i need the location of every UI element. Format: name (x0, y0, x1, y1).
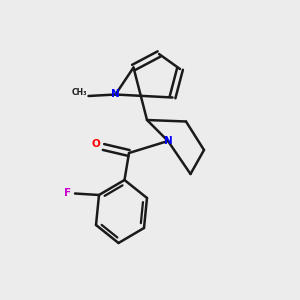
Text: CH₃: CH₃ (72, 88, 87, 98)
Text: F: F (64, 188, 71, 199)
Text: N: N (164, 136, 172, 146)
Text: N: N (111, 89, 120, 100)
Text: O: O (92, 139, 100, 149)
